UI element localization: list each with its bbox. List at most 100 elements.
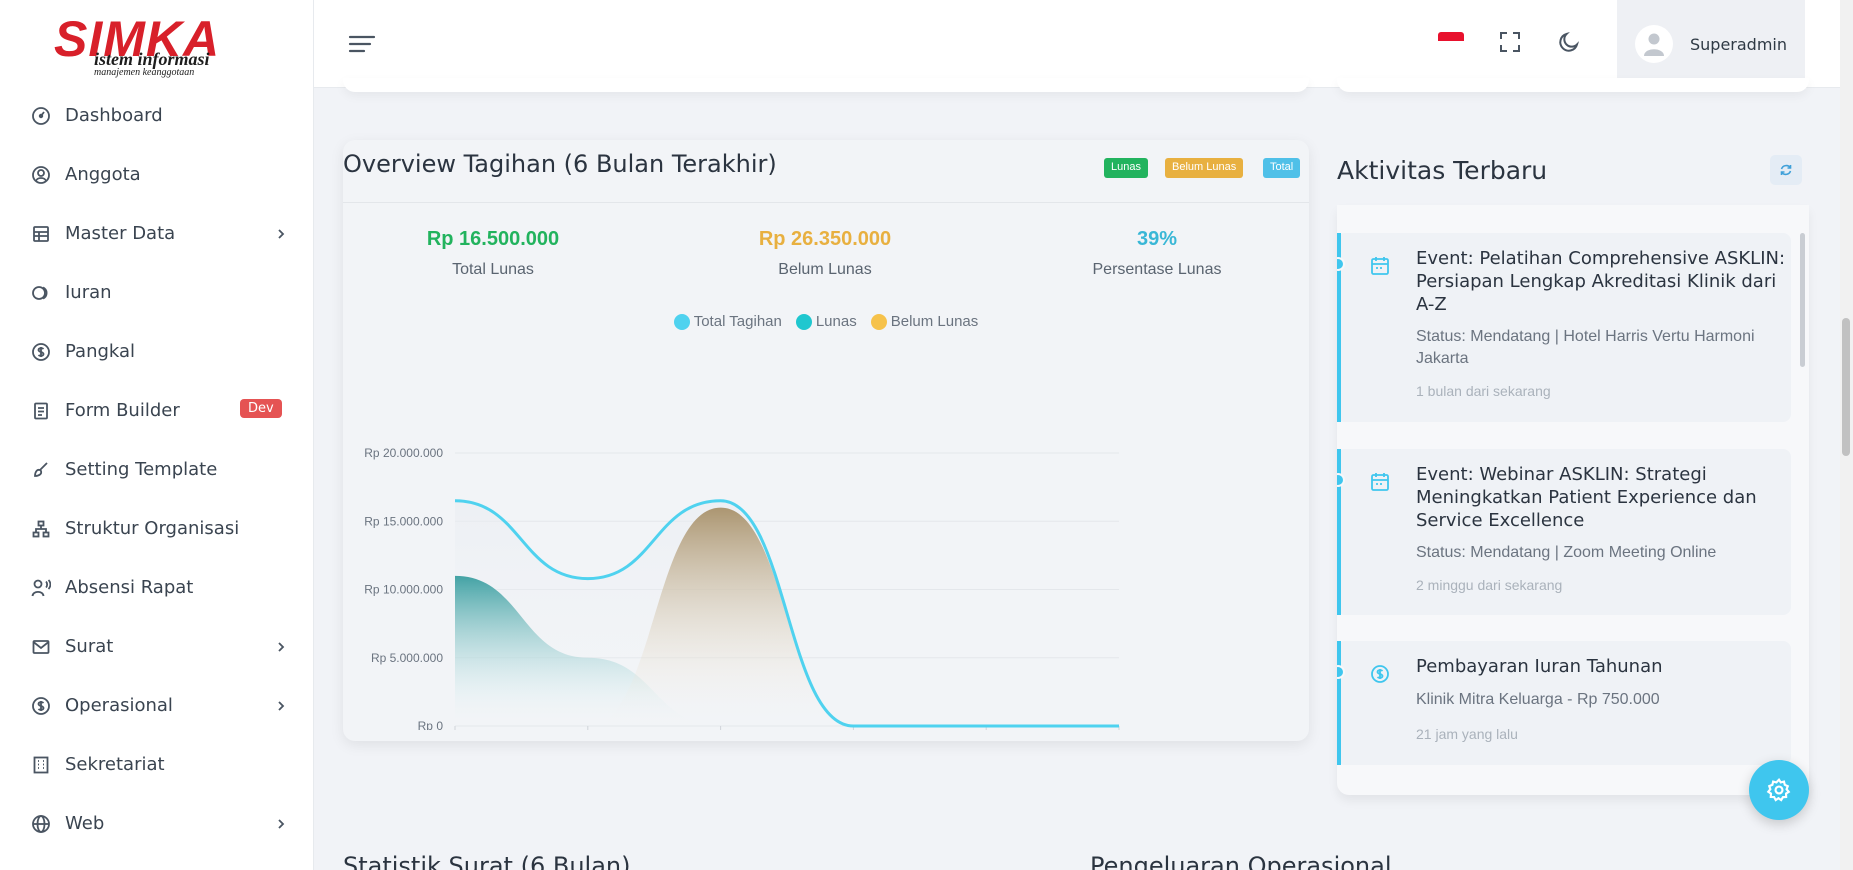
timeline-line <box>1337 449 1341 615</box>
activity-card: Event: Pelatihan Comprehensive ASKLIN: P… <box>1337 205 1809 795</box>
activity-item[interactable]: Event: Webinar ASKLIN: Strategi Meningka… <box>1337 449 1791 615</box>
building-icon <box>30 754 52 776</box>
calendar-icon <box>1369 255 1393 279</box>
area-lunas <box>455 575 1119 726</box>
legend-label: Belum Lunas <box>890 313 979 330</box>
activity-item[interactable]: Event: Pelatihan Comprehensive ASKLIN: P… <box>1337 233 1791 422</box>
money-icon <box>1369 663 1393 687</box>
legend-item-total-tagihan[interactable]: Total Tagihan <box>673 313 782 330</box>
sidebar-nav: Dashboard Anggota Master Data Iuran Pang… <box>0 86 314 853</box>
stat-belum-lunas: Rp 26.350.000 Belum Lunas <box>675 228 975 279</box>
sidebar-item-operasional[interactable]: Operasional <box>0 676 314 735</box>
logo-main-text: SIMKA <box>54 11 221 67</box>
menu-toggle-button[interactable] <box>348 32 376 56</box>
sidebar-item-label: Absensi Rapat <box>65 577 194 598</box>
lunas-badge: Lunas <box>1104 158 1148 178</box>
settings-button[interactable] <box>1749 760 1809 820</box>
top-card-left <box>343 78 1309 92</box>
area-belum-lunas <box>455 507 1119 726</box>
stat-label: Total Lunas <box>452 261 534 278</box>
sidebar-item-label: Sekretariat <box>65 754 165 775</box>
sidebar-item-label: Setting Template <box>65 459 218 480</box>
sidebar-item-label: Form Builder <box>65 400 180 421</box>
activity-item-title: Event: Pelatihan Comprehensive ASKLIN: P… <box>1416 248 1786 315</box>
sidebar-item-struktur-organisasi[interactable]: Struktur Organisasi <box>0 499 314 558</box>
legend-label: Lunas <box>815 313 857 330</box>
fullscreen-icon <box>1500 32 1520 52</box>
language-flag-button[interactable] <box>1438 32 1464 50</box>
sidebar-item-surat[interactable]: Surat <box>0 617 314 676</box>
legend-dot <box>795 313 812 330</box>
activity-item-time: 2 minggu dari sekarang <box>1416 577 1563 593</box>
chevron-right-icon <box>274 639 288 653</box>
legend-dot <box>870 313 887 330</box>
sidebar-item-label: Dashboard <box>65 105 163 126</box>
sidebar-item-anggota[interactable]: Anggota <box>0 145 314 204</box>
y-tick-label: Rp 20.000.000 <box>364 446 443 460</box>
dev-badge: Dev <box>240 399 282 418</box>
sidebar-item-pangkal[interactable]: Pangkal <box>0 322 314 381</box>
stat-value: Rp 26.350.000 <box>758 228 892 250</box>
overview-tagihan-card: Overview Tagihan (6 Bulan Terakhir) Luna… <box>343 140 1309 741</box>
stat-label: Belum Lunas <box>778 261 872 278</box>
timeline-dot <box>1337 665 1345 679</box>
fullscreen-button[interactable] <box>1498 30 1522 54</box>
user-voice-icon <box>30 577 52 599</box>
refresh-icon <box>1780 164 1792 176</box>
user-menu[interactable]: Superadmin <box>1617 0 1805 88</box>
chevron-right-icon <box>274 698 288 712</box>
sidebar-item-web[interactable]: Web <box>0 794 314 853</box>
logo-sub2-text: manajemen keanggotaan <box>94 67 195 78</box>
dollar-circle-icon <box>30 341 52 363</box>
sidebar-item-form-builder[interactable]: Form Builder Dev <box>0 381 314 440</box>
brush-icon <box>30 459 52 481</box>
card-divider <box>343 202 1309 203</box>
user-badge-icon <box>30 164 52 186</box>
statistik-surat-title: Statistik Surat (6 Bulan) <box>343 852 631 870</box>
line-total-tagihan <box>454 499 1119 728</box>
gauge-icon <box>30 105 52 127</box>
sidebar-item-label: Iuran <box>65 282 112 303</box>
page-scrollbar-thumb[interactable] <box>1842 318 1850 456</box>
legend-item-lunas[interactable]: Lunas <box>795 313 857 330</box>
stat-total-lunas: Rp 16.500.000 Total Lunas <box>343 228 643 279</box>
form-icon <box>30 400 52 422</box>
flag-white-stripe <box>1438 41 1464 50</box>
timeline-line <box>1337 641 1341 765</box>
calendar-icon <box>1369 471 1393 495</box>
org-chart-icon <box>30 518 52 540</box>
globe-icon <box>30 813 52 835</box>
legend-dot <box>673 313 690 330</box>
total-badge: Total <box>1263 158 1301 178</box>
dark-mode-toggle[interactable] <box>1557 30 1581 54</box>
app-logo[interactable]: SIMKA istem informasi manajemen keanggot… <box>50 11 270 78</box>
pengeluaran-operasional-title: Pengeluaran Operasional <box>1090 852 1392 870</box>
sidebar-item-master-data[interactable]: Master Data <box>0 204 314 263</box>
sidebar-item-label: Master Data <box>65 223 176 244</box>
activity-scrollbar-thumb[interactable] <box>1800 233 1805 367</box>
dollar-circle-icon <box>30 695 52 717</box>
username: Superadmin <box>1690 34 1788 54</box>
sidebar-item-iuran[interactable]: Iuran <box>0 263 314 322</box>
sidebar-item-setting-template[interactable]: Setting Template <box>0 440 314 499</box>
overview-title: Overview Tagihan (6 Bulan Terakhir) <box>343 150 777 178</box>
activity-item-desc: Status: Mendatang | Hotel Harris Vertu H… <box>1416 328 1755 367</box>
top-header: Superadmin <box>314 0 1853 88</box>
sidebar-item-dashboard[interactable]: Dashboard <box>0 86 314 145</box>
overview-area-chart: Rp 0 Rp 5.000.000 Rp 10.000.000 Rp 15.000.0… <box>364 446 1120 730</box>
refresh-button[interactable] <box>1770 155 1802 185</box>
user-avatar-icon <box>1644 33 1664 56</box>
activity-item-desc: Klinik Mitra Keluarga - Rp 750.000 <box>1416 691 1660 708</box>
activity-item[interactable]: Pembayaran Iuran Tahunan Klinik Mitra Ke… <box>1337 641 1791 765</box>
avatar <box>1635 25 1673 63</box>
activity-item-time: 21 jam yang lalu <box>1416 726 1518 742</box>
y-tick-label: Rp 15.000.000 <box>364 514 443 528</box>
sidebar-item-absensi-rapat[interactable]: Absensi Rapat <box>0 558 314 617</box>
sidebar-item-sekretariat[interactable]: Sekretariat <box>0 735 314 794</box>
timeline-dot <box>1337 257 1345 271</box>
timeline-line <box>1337 233 1341 422</box>
timeline-dot <box>1337 473 1345 487</box>
activity-item-title: Pembayaran Iuran Tahunan <box>1416 656 1663 677</box>
legend-label: Total Tagihan <box>693 313 782 330</box>
legend-item-belum-lunas[interactable]: Belum Lunas <box>870 313 979 330</box>
